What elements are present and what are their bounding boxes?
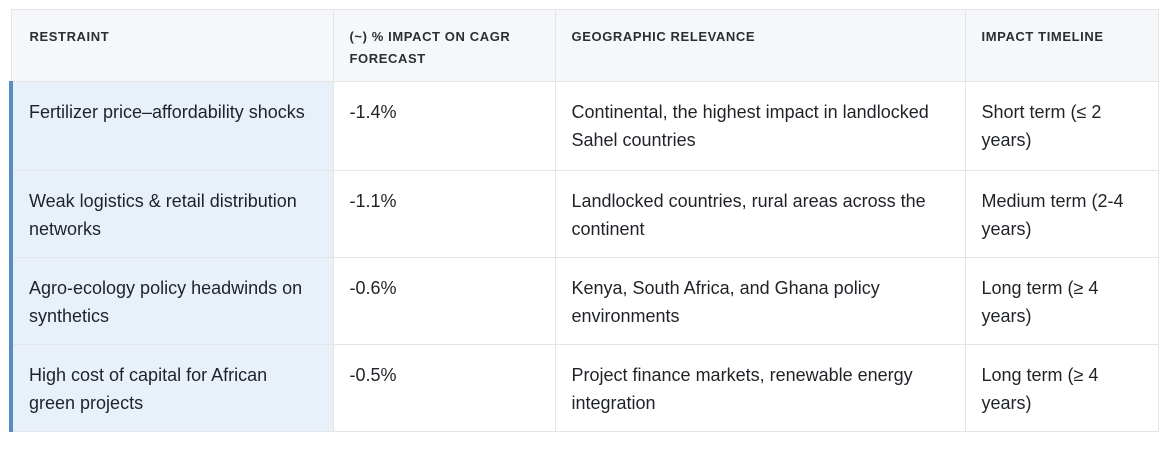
table-body: Fertilizer price–affordability shocks -1… [9,81,1159,432]
impact-cell: -0.6% [332,257,556,345]
timeline-cell: Long term (≥ 4 years) [964,257,1159,345]
impact-cell: -1.1% [332,170,556,258]
timeline-cell: Long term (≥ 4 years) [964,344,1159,432]
header-restraint: RESTRAINT [10,9,334,82]
timeline-cell: Short term (≤ 2 years) [964,81,1159,171]
restraints-table-container: RESTRAINT (~) % IMPACT ON CAGR FORECAST … [9,9,1159,432]
geography-cell: Landlocked countries, rural areas across… [554,170,966,258]
table-row: Weak logistics & retail distribution net… [9,170,1159,258]
table-row: Agro-ecology policy headwinds on synthet… [9,257,1159,345]
restraints-table: RESTRAINT (~) % IMPACT ON CAGR FORECAST … [9,9,1159,432]
header-geographic-relevance: GEOGRAPHIC RELEVANCE [554,9,966,82]
header-impact-on-cagr: (~) % IMPACT ON CAGR FORECAST [332,9,556,82]
table-row: High cost of capital for African green p… [9,344,1159,432]
table-row: Fertilizer price–affordability shocks -1… [9,81,1159,171]
restraint-cell: Fertilizer price–affordability shocks [9,81,334,171]
impact-cell: -1.4% [332,81,556,171]
restraint-cell: Weak logistics & retail distribution net… [9,170,334,258]
restraint-cell: Agro-ecology policy headwinds on synthet… [9,257,334,345]
header-impact-timeline: IMPACT TIMELINE [964,9,1159,82]
timeline-cell: Medium term (2-4 years) [964,170,1159,258]
restraint-cell: High cost of capital for African green p… [9,344,334,432]
geography-cell: Project finance markets, renewable energ… [554,344,966,432]
geography-cell: Continental, the highest impact in landl… [554,81,966,171]
impact-cell: -0.5% [332,344,556,432]
table-header: RESTRAINT (~) % IMPACT ON CAGR FORECAST … [10,9,1159,82]
geography-cell: Kenya, South Africa, and Ghana policy en… [554,257,966,345]
header-row: RESTRAINT (~) % IMPACT ON CAGR FORECAST … [10,9,1159,82]
